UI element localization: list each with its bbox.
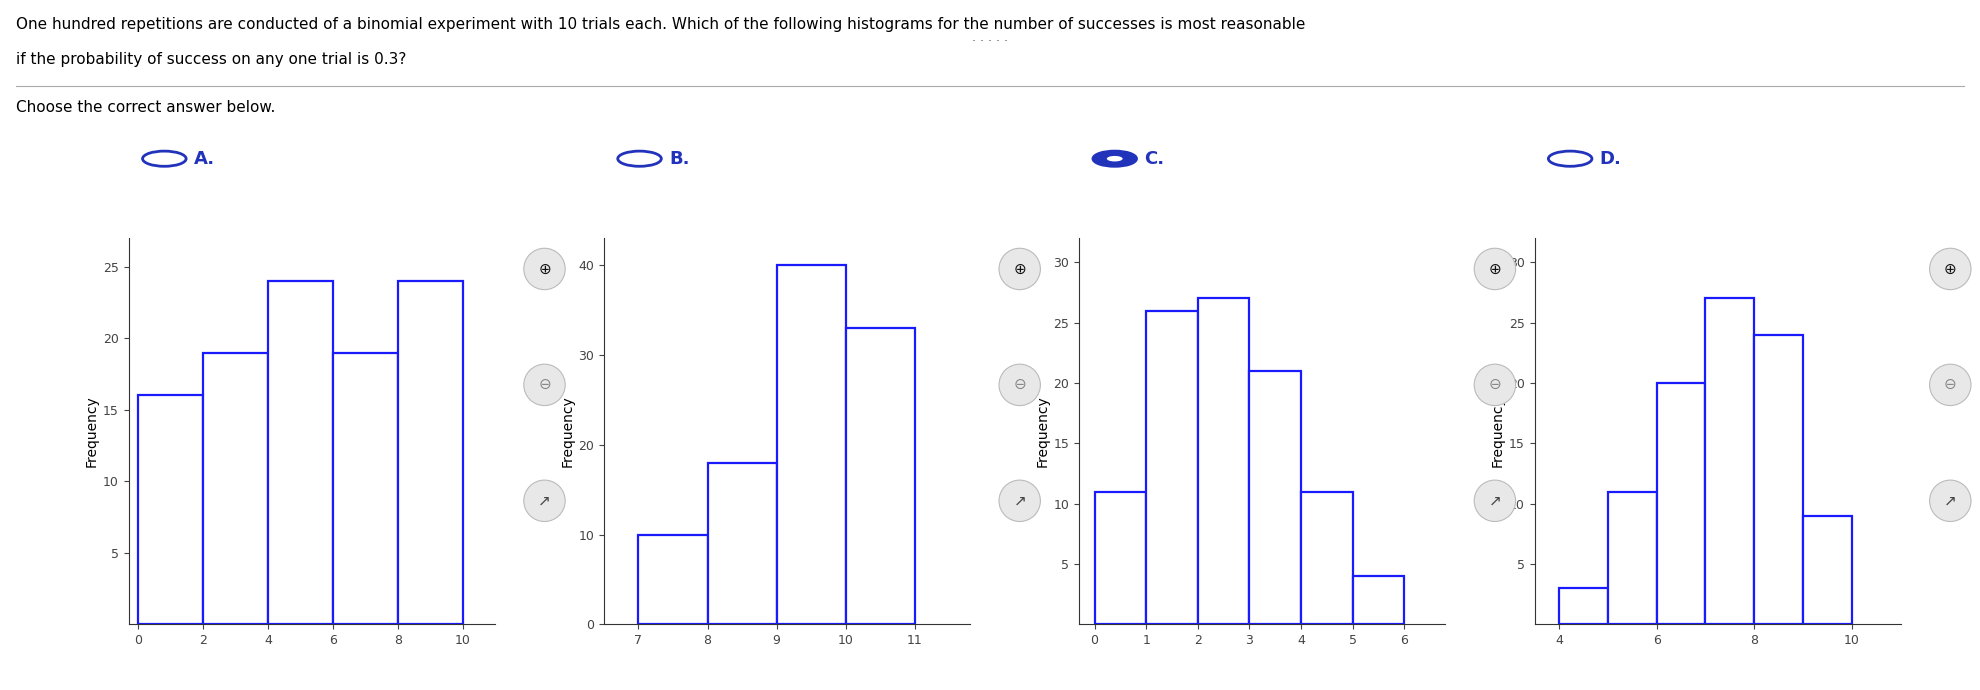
Bar — [1558, 588, 1608, 624]
Bar — [1146, 310, 1198, 624]
Text: ⊖: ⊖ — [1014, 377, 1026, 393]
Text: ⊖: ⊖ — [1489, 377, 1501, 393]
Bar — [638, 535, 707, 624]
Text: . . . . .: . . . . . — [972, 32, 1008, 44]
Text: ↗: ↗ — [1944, 493, 1956, 509]
Text: ⊕: ⊕ — [1014, 262, 1026, 277]
Bar — [1705, 298, 1754, 624]
Bar — [1198, 298, 1249, 624]
Y-axis label: Frequency: Frequency — [85, 395, 99, 467]
Bar — [1804, 515, 1851, 624]
Bar — [776, 265, 845, 624]
Text: ⊖: ⊖ — [1944, 377, 1956, 393]
Bar — [267, 281, 333, 624]
Bar — [333, 353, 398, 624]
Bar — [1754, 335, 1804, 624]
Text: One hundred repetitions are conducted of a binomial experiment with 10 trials ea: One hundred repetitions are conducted of… — [16, 17, 1305, 32]
Text: A.: A. — [194, 150, 216, 168]
Text: C.: C. — [1144, 150, 1164, 168]
Text: ⊕: ⊕ — [539, 262, 550, 277]
Bar — [204, 353, 267, 624]
Text: ↗: ↗ — [1489, 493, 1501, 509]
Text: ↗: ↗ — [1014, 493, 1026, 509]
Text: D.: D. — [1600, 150, 1622, 168]
Text: ⊖: ⊖ — [539, 377, 550, 393]
Bar — [139, 395, 204, 624]
Bar — [707, 463, 776, 624]
Bar — [845, 328, 915, 624]
Bar — [1657, 383, 1705, 624]
Text: ⊕: ⊕ — [1944, 262, 1956, 277]
Text: ↗: ↗ — [539, 493, 550, 509]
Y-axis label: Frequency: Frequency — [1491, 395, 1505, 467]
Y-axis label: Frequency: Frequency — [560, 395, 574, 467]
Text: if the probability of success on any one trial is 0.3?: if the probability of success on any one… — [16, 52, 406, 67]
Text: Choose the correct answer below.: Choose the correct answer below. — [16, 100, 275, 115]
Bar — [1301, 491, 1352, 624]
Y-axis label: Frequency: Frequency — [1036, 395, 1049, 467]
Bar — [1095, 491, 1146, 624]
Text: B.: B. — [669, 150, 689, 168]
Bar — [1352, 576, 1404, 624]
Bar — [1249, 371, 1301, 624]
Bar — [1608, 491, 1657, 624]
Text: ⊕: ⊕ — [1489, 262, 1501, 277]
Bar — [398, 281, 463, 624]
